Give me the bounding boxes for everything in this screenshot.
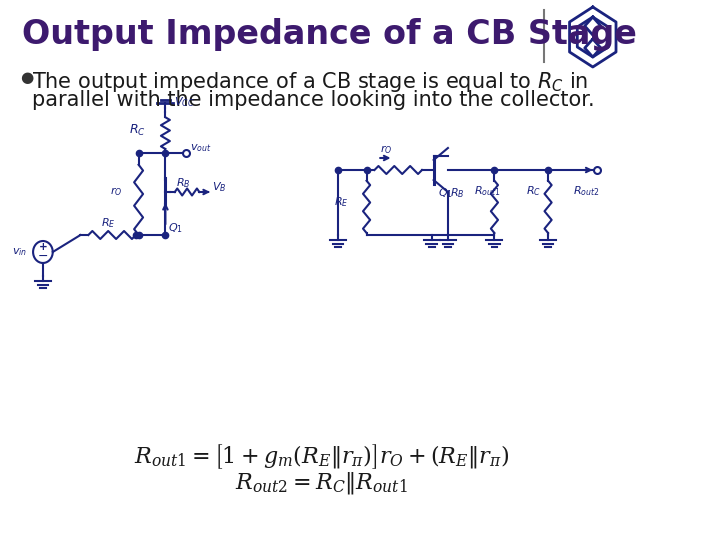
Text: $v_{out}$: $v_{out}$ bbox=[189, 142, 211, 154]
Text: ●: ● bbox=[19, 70, 33, 85]
Text: $v_{in}$: $v_{in}$ bbox=[12, 246, 27, 258]
Text: $V_{CC}$: $V_{CC}$ bbox=[174, 95, 195, 109]
Text: $R_C$: $R_C$ bbox=[526, 184, 541, 198]
Text: $Q_1$: $Q_1$ bbox=[168, 221, 183, 235]
Text: $r_O$: $r_O$ bbox=[380, 143, 392, 156]
Text: $R_B$: $R_B$ bbox=[450, 186, 464, 200]
Text: The output impedance of a CB stage is equal to $R_C$ in: The output impedance of a CB stage is eq… bbox=[32, 70, 588, 94]
Text: $R_{out2}$: $R_{out2}$ bbox=[573, 184, 600, 198]
Text: $R_{out1}$: $R_{out1}$ bbox=[474, 184, 500, 198]
Text: Output Impedance of a CB Stage: Output Impedance of a CB Stage bbox=[22, 18, 637, 51]
Text: parallel with the impedance looking into the collector.: parallel with the impedance looking into… bbox=[32, 90, 595, 110]
Text: $R_C$: $R_C$ bbox=[129, 123, 145, 138]
Text: $V_B$: $V_B$ bbox=[212, 180, 226, 194]
Text: $R_B$: $R_B$ bbox=[176, 176, 191, 190]
Text: −: − bbox=[37, 250, 48, 263]
Text: $R_E$: $R_E$ bbox=[334, 195, 348, 210]
Text: $R_{out1} = \left[1 + g_m(R_E \| r_{\pi})\right]r_O + (R_E \| r_{\pi})$: $R_{out1} = \left[1 + g_m(R_E \| r_{\pi}… bbox=[135, 443, 510, 471]
Text: +: + bbox=[39, 242, 48, 253]
Text: $R_{out2} = R_C \| R_{out1}$: $R_{out2} = R_C \| R_{out1}$ bbox=[235, 470, 408, 496]
Text: $Q_1$: $Q_1$ bbox=[438, 186, 453, 200]
Text: $R_E$: $R_E$ bbox=[101, 216, 115, 230]
Text: $r_O$: $r_O$ bbox=[110, 186, 122, 198]
